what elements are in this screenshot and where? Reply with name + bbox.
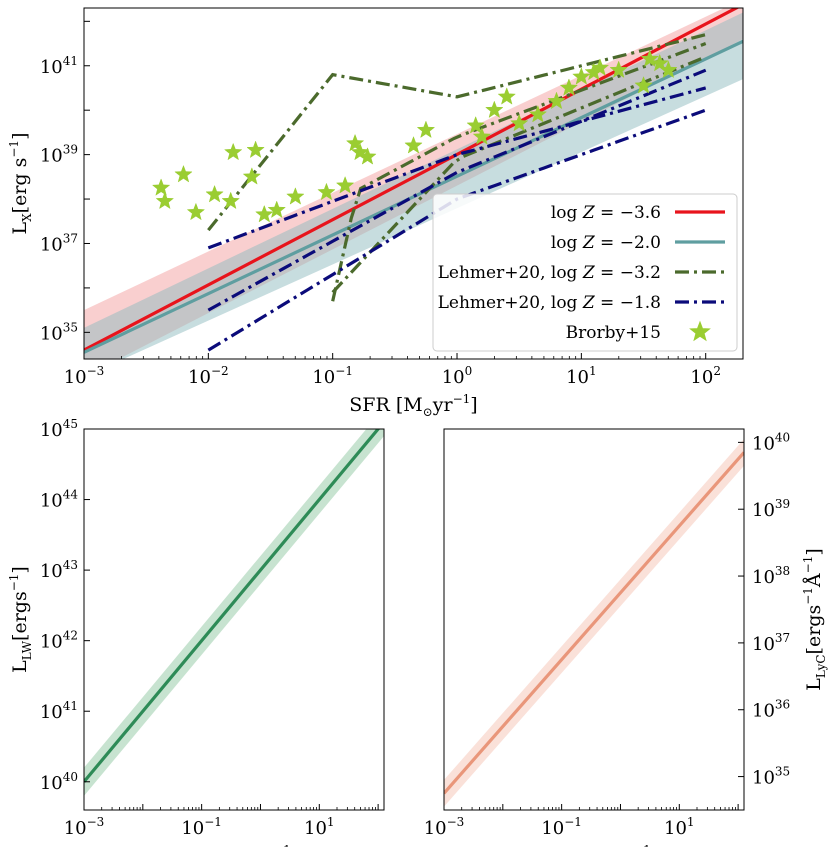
series-line [207, 86, 707, 250]
data-point-star [590, 58, 610, 76]
data-point-star [174, 164, 193, 183]
data-point-star [416, 120, 436, 139]
data-point-star [572, 67, 591, 85]
data-point-star [528, 104, 548, 123]
legend-label: log Z = −3.6 [551, 203, 661, 223]
bottom-left-panel: 10−3 10−1 101 1040 1041 1042 1043 1044 1045 SFR [… [7, 417, 385, 847]
data-point-star [466, 116, 485, 134]
legend-label: Brorby+15 [566, 323, 661, 343]
y-tick-label: 1038 [752, 564, 790, 588]
data-point-star [358, 147, 377, 165]
y-tick-label: 1035 [40, 320, 78, 344]
x-tick-label: 10−2 [188, 364, 229, 388]
series-line [84, 39, 743, 354]
y-tick-label: 1037 [40, 231, 78, 255]
legend-label: Lehmer+20, log Z = −3.2 [438, 263, 661, 283]
data-point-star [345, 133, 365, 152]
data-point-star [559, 78, 579, 96]
y-tick-label: 1036 [752, 698, 790, 722]
y-tick-label: 1039 [752, 497, 790, 521]
y-tick-label: 1044 [40, 488, 79, 512]
y-tick-label: 1040 [752, 430, 790, 454]
data-point-star [286, 187, 305, 205]
data-point-star [246, 140, 265, 159]
data-point-star [485, 100, 504, 119]
x-tick-label: 10−3 [64, 815, 105, 839]
data-point-star [497, 87, 516, 105]
y-tick-label: 1040 [40, 770, 78, 794]
data-point-star [640, 49, 659, 67]
series-line [207, 33, 707, 232]
y-tick-label: 1041 [40, 54, 78, 78]
y-tick-label: 1043 [40, 558, 78, 582]
y-axis-label: LLyC[ergs−1Å−1] [801, 548, 828, 691]
x-axis-label: SFR [M⊙yr−1] [349, 392, 477, 419]
data-point-star [509, 113, 529, 132]
x-tick-label: 10−1 [181, 815, 222, 839]
data-point-star [472, 127, 492, 145]
data-point-star [155, 191, 175, 210]
y-tick-label: 1045 [40, 417, 78, 441]
x-axis-label: SFR [M⊙yr−1] [170, 843, 298, 847]
x-tick-label: 10−3 [64, 364, 105, 388]
uncertainty-band [84, 12, 743, 359]
bottom-right-panel: 10−3 10−1 101 1035 1036 1037 1038 1039 1040 SFR [… [424, 428, 828, 847]
x-tick-label: 101 [664, 815, 695, 839]
y-tick-label: 1037 [752, 631, 790, 655]
legend-label: Lehmer+20, log Z = −1.8 [438, 293, 661, 313]
data-point-star [317, 182, 336, 201]
data-point-star [221, 191, 240, 210]
x-tick-label: 100 [442, 364, 473, 388]
x-tick-label: 10−1 [541, 815, 582, 839]
y-tick-label: 1041 [40, 699, 78, 723]
y-tick-label: 1039 [40, 143, 78, 167]
data-point-star [634, 76, 653, 94]
top-panel: 10−3 10−2 10−1 100 101 102 1035 1037 1039 1041 SFR… [7, 7, 744, 419]
series-line [84, 8, 740, 352]
axes-frame [83, 428, 385, 811]
data-point-star [659, 60, 678, 79]
x-tick-label: 102 [690, 364, 721, 388]
data-point-star [223, 142, 243, 161]
data-point-star [205, 184, 224, 203]
y-tick-label: 1042 [40, 629, 78, 653]
data-point-star [151, 178, 171, 196]
data-point-star [335, 176, 355, 194]
axes-frame [443, 428, 745, 811]
data-point-star [186, 202, 206, 221]
data-point-star [350, 142, 370, 161]
uncertainty-band [84, 429, 384, 796]
legend-swatch [689, 320, 711, 342]
series-line [84, 429, 381, 783]
series-line [331, 42, 707, 302]
plot-area [444, 439, 744, 807]
x-tick-label: 101 [304, 815, 335, 839]
data-point-star [242, 167, 262, 185]
data-point-star [404, 136, 423, 154]
y-axis-label: LX[erg s−1] [7, 133, 34, 235]
data-point-star [609, 60, 628, 79]
data-point-star [255, 204, 274, 223]
legend-box [432, 193, 738, 352]
y-axis-label: LLW[ergs−1] [7, 566, 34, 673]
series-line [444, 451, 744, 795]
x-tick-label: 10−1 [312, 364, 353, 388]
axes-frame [83, 7, 744, 360]
data-point-star [267, 200, 286, 219]
plot-area [84, 8, 743, 359]
series-line [207, 68, 707, 312]
data-point-star [547, 91, 566, 110]
y-tick-label: 1035 [752, 765, 790, 789]
x-axis-label: SFR [M⊙yr−1] [530, 843, 658, 847]
x-tick-label: 10−3 [424, 815, 465, 839]
legend-label: log Z = −2.0 [551, 233, 661, 253]
plot-area [84, 429, 384, 796]
x-tick-label: 101 [566, 364, 597, 388]
